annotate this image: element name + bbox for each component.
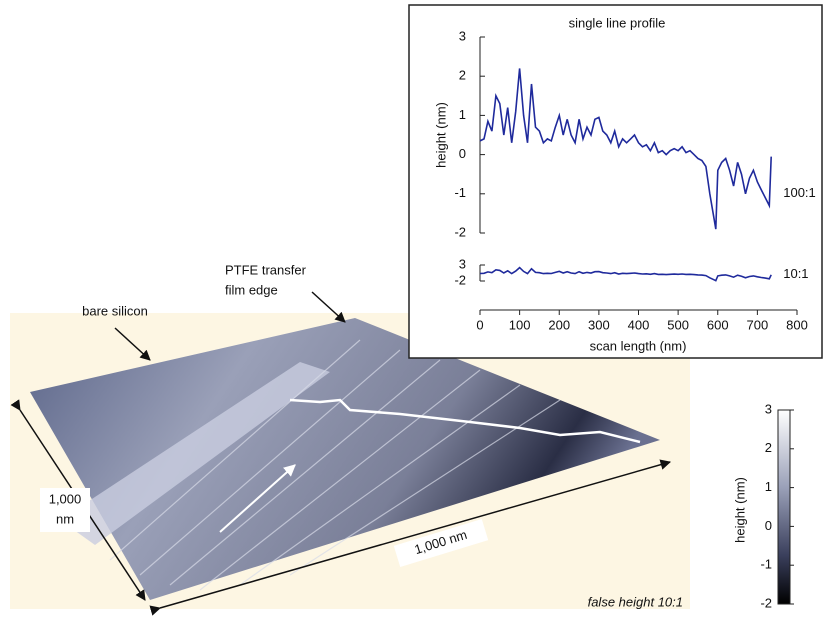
x-tick-label: 500 [667, 317, 689, 332]
series-label: 100:1 [783, 185, 816, 200]
line-series [479, 68, 772, 230]
colorbar-tick-label: -1 [760, 557, 772, 572]
colorbar-tick-label: -2 [760, 595, 772, 610]
y-tick-label: 0 [459, 146, 466, 161]
series-label: 10:1 [783, 266, 808, 281]
colorbar-tick-label: 2 [765, 440, 772, 455]
x-tick-label: 800 [786, 317, 808, 332]
y-tick-label: 1 [459, 107, 466, 122]
y2-tick-label: 3 [459, 256, 466, 271]
annotation: bare silicon [82, 303, 148, 318]
y-axis-label: height (nm) [433, 102, 448, 168]
colorbar-tick-label: 1 [765, 479, 772, 494]
x-tick-label: 0 [476, 317, 483, 332]
y-tick-label: 3 [459, 28, 466, 43]
annotation: 1,000 [49, 491, 82, 506]
charts: single line profile scan length (nm) heigh… [433, 15, 815, 610]
x-axis-label: scan length (nm) [590, 338, 687, 353]
y2-tick-label: -2 [454, 272, 466, 287]
annotation: PTFE transfer [225, 262, 307, 277]
annotation: film edge [225, 282, 278, 297]
x-tick-label: 200 [548, 317, 570, 332]
y-tick-label: -1 [454, 185, 466, 200]
colorbar-tick-label: 0 [765, 518, 772, 533]
chart-title: single line profile [569, 15, 666, 30]
afm-image [10, 291, 690, 616]
line-series [479, 266, 772, 282]
x-tick-label: 100 [509, 317, 531, 332]
colorbar-label: height (nm) [732, 477, 747, 543]
inset-frame [408, 4, 823, 359]
colorbar [777, 409, 791, 605]
x-tick-label: 600 [707, 317, 729, 332]
annotation: false height 10:1 [588, 594, 683, 609]
y-tick-label: 2 [459, 68, 466, 83]
annotation: nm [56, 511, 74, 526]
x-tick-label: 700 [747, 317, 769, 332]
colorbar-tick-label: 3 [765, 401, 772, 416]
x-tick-label: 400 [628, 317, 650, 332]
x-tick-label: 300 [588, 317, 610, 332]
y-tick-label: -2 [454, 224, 466, 239]
